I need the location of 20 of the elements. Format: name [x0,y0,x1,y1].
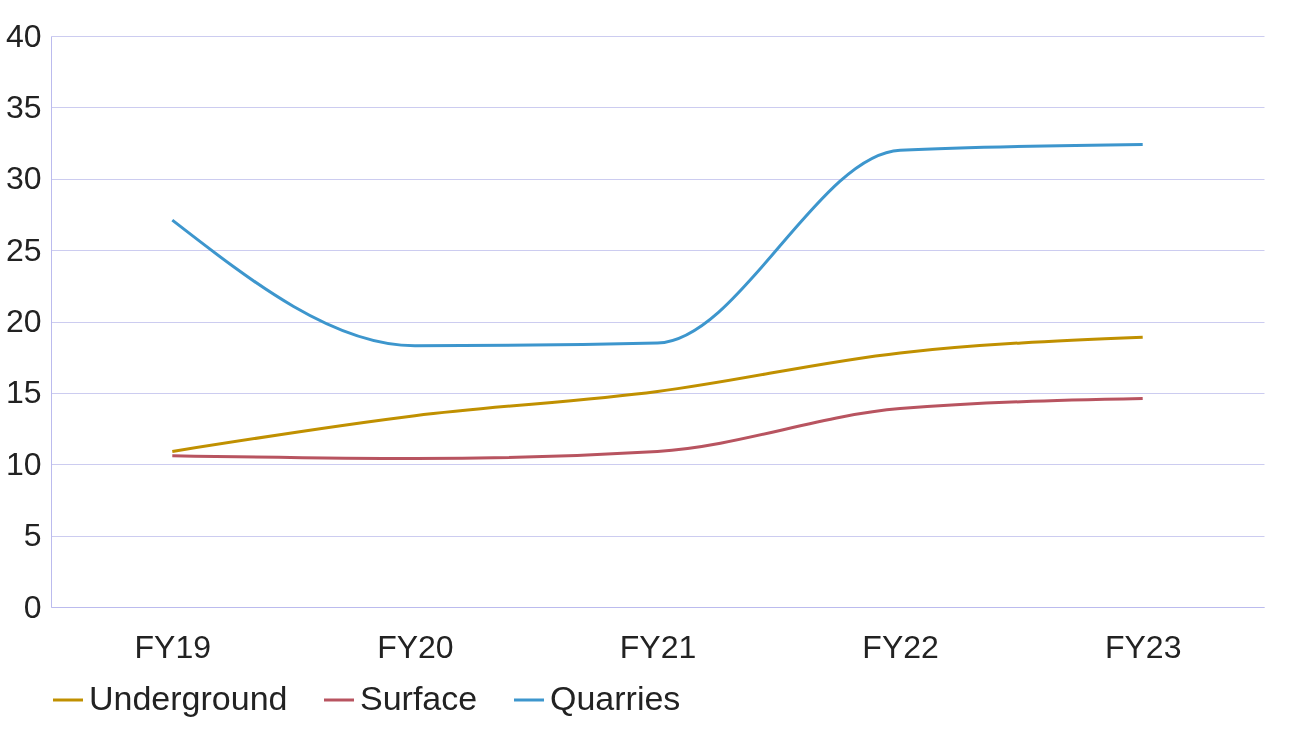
legend-label: Underground [89,679,288,717]
y-tick-label: 0 [23,588,42,625]
x-tick-label: FY23 [1104,628,1182,665]
y-tick-label: 30 [5,160,42,197]
y-tick-label: 15 [5,374,42,411]
y-tick-label: 20 [5,303,42,339]
x-tick-label: FY21 [619,628,697,665]
line-series [170,335,1145,453]
legend-label: Quarries [550,679,681,717]
x-tick-label: FY22 [862,628,939,665]
y-tick-label: 5 [23,517,42,554]
x-tick-label: FY20 [377,628,454,665]
y-tick-label: 40 [5,17,42,54]
x-tick-label: FY19 [134,628,212,665]
line-series [170,397,1145,461]
line-series [170,142,1145,348]
y-tick-label: 35 [5,88,42,125]
legend-label: Surface [360,679,478,717]
y-tick-label: 10 [5,445,42,482]
y-tick-label: 25 [5,231,42,268]
